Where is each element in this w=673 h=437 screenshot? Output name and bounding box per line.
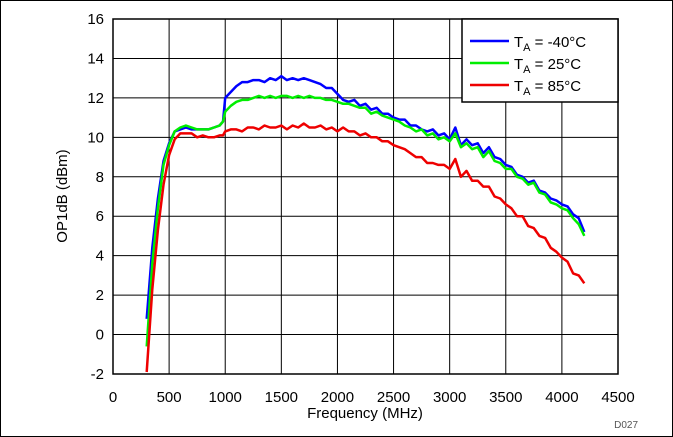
legend-label-subscript: A (523, 64, 531, 76)
legend-box (461, 18, 619, 103)
legend-entry: TA = 85°C (470, 78, 581, 98)
x-tick-label: 0 (109, 389, 117, 406)
x-tick-label: 1500 (265, 389, 298, 406)
figure-id: D027 (614, 420, 638, 431)
x-tick-label: 2500 (377, 389, 410, 406)
y-tick-label: 14 (87, 50, 104, 67)
x-tick-label: 500 (157, 389, 182, 406)
x-axis-title: Frequency (MHz) (307, 405, 423, 422)
legend-label-subscript: A (523, 86, 531, 98)
legend-label: TA = 85°C (514, 78, 581, 98)
y-tick-label: 10 (87, 129, 104, 146)
x-tick-label: 1000 (209, 389, 242, 406)
legend-label-rest: = -40°C (531, 34, 587, 51)
legend-label: TA = -40°C (514, 34, 586, 54)
y-tick-label: 4 (96, 248, 104, 265)
legend-entry: TA = -40°C (470, 34, 586, 54)
legend-label-main: T (514, 78, 523, 95)
y-axis-title: OP1dB (dBm) (54, 149, 71, 242)
legend-label: TA = 25°C (514, 56, 581, 76)
x-tick-label: 3500 (489, 389, 522, 406)
plot-border (112, 18, 619, 375)
x-tick-label: 4500 (601, 389, 634, 406)
series-2 (145, 122, 586, 373)
x-tick-label: 3000 (433, 389, 466, 406)
legend: TA = -40°CTA = 25°CTA = 85°C (461, 18, 619, 103)
y-tick-label: 8 (96, 169, 104, 186)
legend-label-main: T (514, 56, 523, 73)
y-tick-labels: -2 0 2 4 6 8 10 12 14 16 (87, 11, 104, 383)
series-layer (145, 74, 586, 373)
y-tick-label: 16 (87, 11, 104, 28)
legend-label-rest: = 85°C (531, 78, 582, 95)
y-tick-label: -2 (91, 366, 104, 383)
series-line (145, 94, 586, 347)
y-tick-label: 0 (96, 327, 104, 344)
y-tick-label: 6 (96, 208, 104, 225)
legend-label-subscript: A (523, 42, 531, 54)
y-tick-label: 2 (96, 287, 104, 304)
series-1 (145, 94, 586, 347)
legend-entry: TA = 25°C (470, 56, 581, 76)
x-tick-labels: 0 500 1000 1500 2000 2500 3000 3500 4000 4500 (109, 389, 635, 406)
x-tick-label: 4000 (545, 389, 578, 406)
x-tick-label: 2000 (321, 389, 354, 406)
y-tick-label: 12 (87, 90, 104, 107)
legend-label-rest: = 25°C (531, 56, 582, 73)
series-line (145, 122, 586, 373)
legend-label-main: T (514, 34, 523, 51)
